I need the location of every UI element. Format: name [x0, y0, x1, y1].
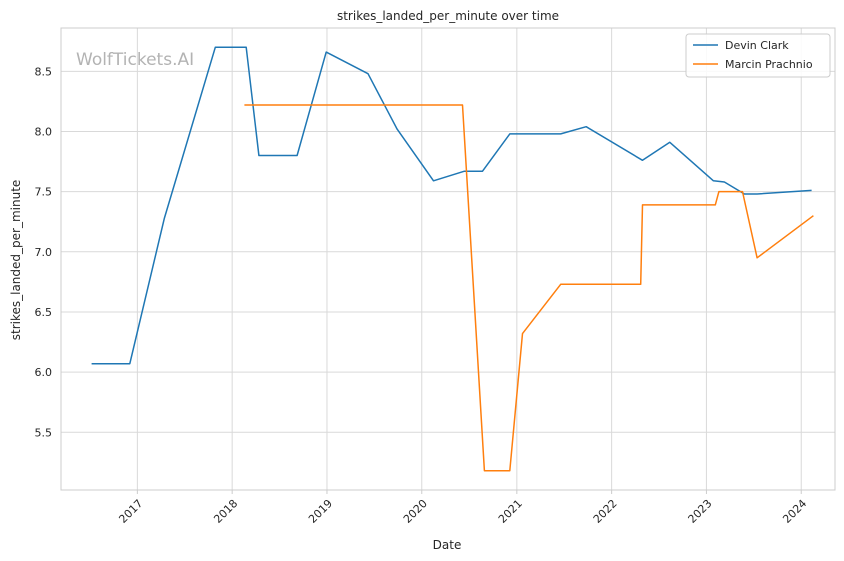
y-tick-label: 7.0: [35, 246, 53, 259]
chart-title: strikes_landed_per_minute over time: [337, 9, 559, 23]
plot-frame: [60, 27, 836, 491]
y-tick-label: 5.5: [35, 426, 53, 439]
x-axis-title: Date: [433, 538, 462, 552]
y-tick-labels: 5.5 6.0 6.5 7.0 7.5 8.0 8.5: [35, 65, 53, 439]
series-line-devin-clark: [91, 46, 812, 365]
series-lines: [91, 46, 814, 472]
watermark: WolfTickets.AI: [76, 50, 194, 70]
legend-label-marcin-prachnio: Marcin Prachnio: [725, 58, 813, 71]
y-tick-label: 8.5: [35, 65, 53, 78]
y-axis-title: strikes_landed_per_minute: [9, 180, 23, 341]
y-tick-label: 6.0: [35, 366, 53, 379]
grid-lines: [61, 28, 835, 494]
y-tick-label: 7.5: [35, 186, 53, 199]
series-line-marcin-prachnio: [244, 104, 814, 472]
legend-label-devin-clark: Devin Clark: [725, 39, 789, 52]
y-tick-label: 8.0: [35, 125, 53, 138]
legend-box: [685, 33, 831, 78]
y-tick-label: 6.5: [35, 306, 53, 319]
legend: Devin Clark Marcin Prachnio: [685, 33, 831, 78]
